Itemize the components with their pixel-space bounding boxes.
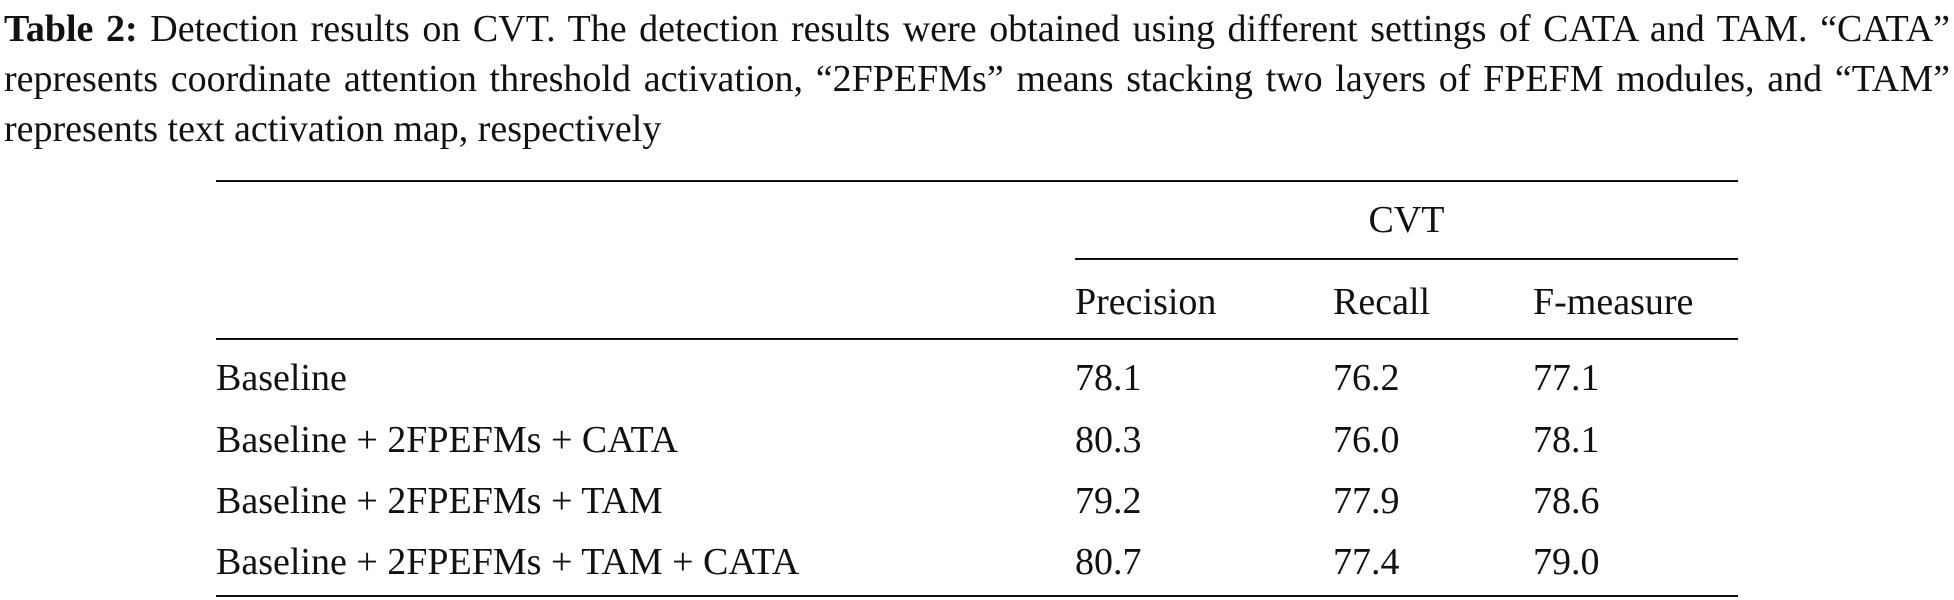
table-cell: 80.3 [1075,419,1142,461]
group-rule [1075,258,1738,260]
column-header: Recall [1333,281,1431,323]
table-cell: 79.2 [1075,480,1142,522]
row-label: Baseline + 2FPEFMs + TAM + CATA [216,541,800,583]
caption-label: Table 2: [4,8,138,50]
header-rule [216,338,1738,340]
table-cell: 76.0 [1333,419,1400,461]
table-cell: 78.1 [1075,357,1142,399]
bottom-rule [216,595,1738,597]
caption: Table 2: Detection results on CVT. The d… [4,4,1950,154]
row-label: Baseline + 2FPEFMs + TAM [216,480,663,522]
row-label: Baseline + 2FPEFMs + CATA [216,419,679,461]
table-cell: 78.6 [1533,480,1600,522]
table-cell: 80.7 [1075,541,1142,583]
caption-text: Detection results on CVT. The detection … [4,8,1951,150]
table-cell: 78.1 [1533,419,1600,461]
group-header: CVT [1368,199,1445,241]
table-cell: 77.1 [1533,357,1600,399]
top-rule [216,180,1738,182]
column-header: Precision [1075,281,1217,323]
table-cell: 76.2 [1333,357,1400,399]
table-cell: 77.9 [1333,480,1400,522]
table-cell: 77.4 [1333,541,1400,583]
table-cell: 79.0 [1533,541,1600,583]
row-label: Baseline [216,357,347,399]
column-header: F-measure [1533,281,1694,323]
